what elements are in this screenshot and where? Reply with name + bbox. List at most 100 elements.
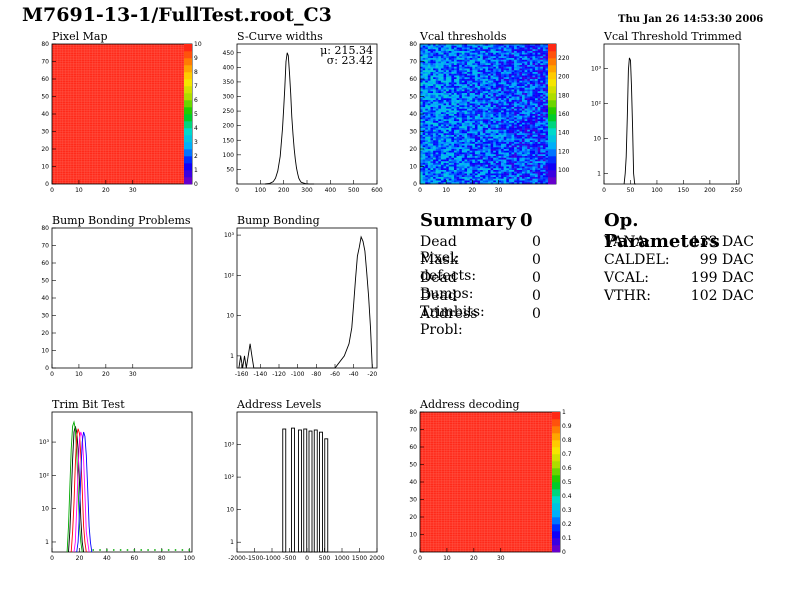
heatmap-cell bbox=[527, 98, 531, 101]
heatmap-cell bbox=[485, 58, 489, 60]
heatmap-cell bbox=[474, 163, 478, 165]
heatmap-cell bbox=[545, 58, 549, 60]
heatmap-cell bbox=[540, 121, 544, 123]
heatmap-cell bbox=[454, 156, 457, 158]
heatmap-cell bbox=[446, 147, 449, 150]
underflow-marker bbox=[181, 549, 184, 551]
heatmap-cell bbox=[420, 119, 423, 122]
heatmap-cell bbox=[501, 45, 504, 48]
heatmap-cell bbox=[477, 94, 481, 97]
heatmap-cell bbox=[427, 94, 431, 97]
heatmap-cell bbox=[433, 68, 436, 71]
heatmap-cell bbox=[430, 54, 434, 57]
heatmap-cell bbox=[516, 84, 520, 87]
heatmap-cell bbox=[495, 86, 499, 88]
heatmap-cell bbox=[480, 44, 483, 46]
heatmap-cell bbox=[493, 182, 497, 185]
heatmap-cell bbox=[446, 96, 449, 99]
heatmap-cell bbox=[493, 72, 497, 74]
heatmap-cell bbox=[435, 44, 439, 46]
heatmap-cell bbox=[480, 82, 483, 85]
heatmap-cell bbox=[542, 70, 546, 73]
heatmap-cell bbox=[456, 98, 460, 101]
heatmap-cell bbox=[469, 84, 473, 87]
heatmap-cell bbox=[474, 138, 478, 141]
heatmap-cell bbox=[435, 96, 439, 99]
heatmap-cell bbox=[430, 94, 434, 97]
palette-segment bbox=[184, 142, 192, 150]
heatmap-cell bbox=[427, 182, 431, 185]
heatmap-cell bbox=[490, 182, 494, 185]
heatmap-cell bbox=[474, 61, 478, 64]
heatmap-cell bbox=[467, 72, 470, 74]
heatmap-cell bbox=[540, 66, 544, 69]
x-tick-label: 30 bbox=[497, 555, 505, 562]
heatmap-cell bbox=[485, 66, 489, 69]
heatmap-cell bbox=[467, 56, 470, 59]
heatmap-cell bbox=[448, 177, 452, 179]
heatmap-cell bbox=[488, 138, 491, 141]
heatmap-cell bbox=[498, 149, 502, 151]
heatmap-cell bbox=[472, 86, 476, 88]
heatmap-cell bbox=[493, 166, 497, 169]
heatmap-cell bbox=[477, 157, 481, 160]
heatmap-cell bbox=[508, 126, 512, 129]
palette-segment bbox=[548, 142, 556, 150]
heatmap-cell bbox=[506, 63, 510, 66]
heatmap-cell bbox=[474, 52, 478, 55]
palette-segment bbox=[184, 58, 192, 66]
heatmap-cell bbox=[498, 47, 502, 50]
heatmap-cell bbox=[542, 152, 546, 155]
chart-title: Pixel Map bbox=[52, 30, 108, 43]
heatmap-cell bbox=[438, 147, 442, 150]
heatmap-cell bbox=[454, 136, 457, 139]
heatmap-cell bbox=[498, 145, 502, 148]
heatmap-cell bbox=[443, 80, 447, 83]
heatmap-cell bbox=[459, 119, 463, 122]
heatmap-cell bbox=[454, 121, 457, 123]
heatmap-cell bbox=[474, 86, 478, 88]
heatmap-cell bbox=[477, 96, 481, 99]
heatmap-cell bbox=[469, 70, 473, 73]
heatmap-cell bbox=[430, 157, 434, 160]
heatmap-cell bbox=[472, 115, 476, 118]
heatmap-cell bbox=[433, 140, 436, 143]
heatmap-cell bbox=[495, 47, 499, 50]
heatmap-cell bbox=[448, 89, 452, 92]
chart-title: Vcal thresholds bbox=[419, 30, 507, 43]
heatmap-cell bbox=[493, 80, 497, 83]
heatmap-cell bbox=[435, 72, 439, 74]
heatmap-cell bbox=[446, 65, 449, 67]
heatmap-cell bbox=[540, 73, 544, 76]
heatmap-cell bbox=[420, 152, 423, 155]
heatmap-cell bbox=[511, 56, 515, 59]
heatmap-cell bbox=[537, 59, 541, 62]
heatmap-cell bbox=[427, 156, 431, 158]
heatmap-cell bbox=[456, 82, 460, 85]
heatmap-cell bbox=[495, 136, 499, 139]
heatmap-cell bbox=[474, 79, 478, 81]
heatmap-cell bbox=[540, 91, 544, 94]
heatmap-cell bbox=[430, 136, 434, 139]
heatmap-cell bbox=[467, 49, 470, 52]
heatmap-cell bbox=[532, 72, 536, 74]
heatmap-cell bbox=[438, 58, 442, 60]
heatmap-cell bbox=[524, 94, 528, 97]
heatmap-cell bbox=[535, 131, 538, 134]
heatmap-cell bbox=[425, 163, 429, 165]
heatmap-cell bbox=[451, 86, 455, 88]
heatmap-cell bbox=[467, 61, 470, 64]
heatmap-cell bbox=[451, 45, 455, 48]
heatmap-cell bbox=[456, 66, 460, 69]
heatmap-cell bbox=[511, 82, 515, 85]
heatmap-cell bbox=[425, 45, 429, 48]
heatmap-cell bbox=[480, 124, 483, 127]
heatmap-cell bbox=[542, 159, 546, 162]
heatmap-cell bbox=[519, 136, 523, 139]
heatmap-cell bbox=[532, 128, 536, 130]
heatmap-cell bbox=[527, 154, 531, 157]
heatmap-cell bbox=[524, 51, 528, 53]
heatmap-cell bbox=[495, 175, 499, 178]
heatmap-cell bbox=[425, 131, 429, 134]
chart-title: Bump Bonding bbox=[237, 214, 320, 227]
